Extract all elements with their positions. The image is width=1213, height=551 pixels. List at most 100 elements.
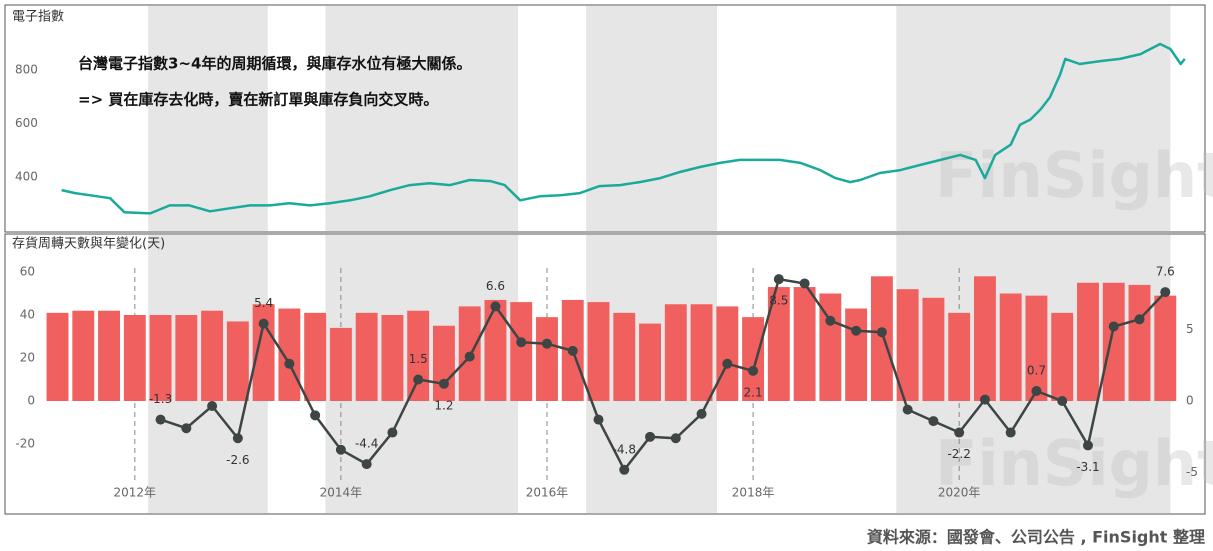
data-label: -2.2 [947,447,970,461]
y-tick-label: 60 [20,265,35,279]
change-marker [438,378,449,389]
bar [639,323,661,401]
data-label: 8.5 [769,294,788,308]
change-marker [335,444,346,455]
annotation: 台灣電子指數3~4年的周期循環，與庫存水位有極大關係。 [78,55,471,73]
change-marker [619,464,630,475]
y-tick-label: 20 [20,351,35,365]
change-marker [722,358,733,369]
bar [1128,284,1151,401]
bar [407,310,430,401]
bar [999,293,1022,401]
shaded-period [325,6,519,231]
change-marker [825,315,836,326]
y-tick-label: 600 [15,116,38,130]
bar [175,315,198,401]
shaded-period [148,6,268,231]
top-title: 電子指數 [12,10,64,25]
change-marker [1082,440,1093,451]
y2-tick-label: 0 [1186,394,1194,408]
bar [819,293,842,401]
y-tick-label: 0 [27,394,35,408]
change-marker [773,274,784,285]
bar [664,304,687,401]
data-label: -4.8 [613,442,636,456]
y2-tick-label: -5 [1186,465,1198,479]
bar [510,302,533,401]
bar [72,310,95,401]
change-marker [516,337,527,348]
bar [1025,295,1048,401]
change-marker [232,433,243,444]
change-marker [1005,427,1016,438]
change-marker [413,374,424,385]
bar [484,299,507,401]
bar [46,312,69,401]
bar [1102,282,1125,401]
data-label: 7.6 [1156,265,1175,279]
bar [98,310,120,401]
bar [1051,312,1074,401]
data-label: 5.4 [254,296,273,310]
x-tick-label: 2018年 [732,486,775,500]
bar [252,304,275,401]
change-marker [748,365,759,376]
change-marker [361,459,372,470]
change-marker [284,358,295,369]
change-marker [645,431,656,442]
bar [1154,295,1177,401]
watermark: FinSight [935,427,1213,500]
bar [793,287,816,401]
data-label: 6.6 [486,279,505,293]
bar [381,315,404,401]
data-label: 1.2 [434,398,453,412]
data-label: -4.4 [355,437,378,451]
bar [1077,282,1099,401]
bar [329,327,352,401]
change-marker [155,414,166,425]
y2-tick-label: 5 [1186,322,1194,336]
data-label: 2.1 [744,385,763,399]
bar [690,304,713,401]
data-label: -2.6 [226,453,249,467]
bar [149,315,172,401]
y-tick-label: 40 [20,308,35,322]
change-marker [799,278,810,289]
x-tick-label: 2020年 [938,486,981,500]
bar [845,308,868,401]
bar [716,306,739,401]
bar [226,321,249,401]
change-marker [851,325,862,336]
shaded-period [896,6,1171,231]
source-note: 資料來源：國發會、公司公告 , FinSight 整理 [867,528,1205,547]
change-marker [207,401,218,412]
y-tick-label: 400 [15,170,38,184]
y-tick-label: -20 [15,437,35,451]
data-label: 1.5 [409,352,428,366]
data-label: -1.3 [149,392,172,406]
bar [973,276,996,401]
change-marker [954,427,965,438]
change-marker [387,427,398,438]
annotation: => 買在庫存去化時，賣在新訂單與庫存負向交叉時。 [78,91,438,109]
shaded-period [586,6,718,231]
bar [922,297,945,401]
x-tick-label: 2014年 [320,486,363,500]
change-marker [1108,321,1119,332]
data-label: -3.1 [1076,460,1099,474]
change-marker [902,404,913,415]
data-label: 0.7 [1027,363,1046,377]
change-line [160,277,1167,473]
bar [278,308,301,401]
change-marker [490,301,501,312]
change-marker [567,345,578,356]
change-marker [181,423,192,434]
change-marker [1160,287,1171,298]
change-marker [593,414,604,425]
bar [304,312,327,401]
x-tick-label: 2012年 [114,486,157,500]
change-marker [928,416,939,427]
bar [613,312,636,401]
change-marker [258,318,269,329]
